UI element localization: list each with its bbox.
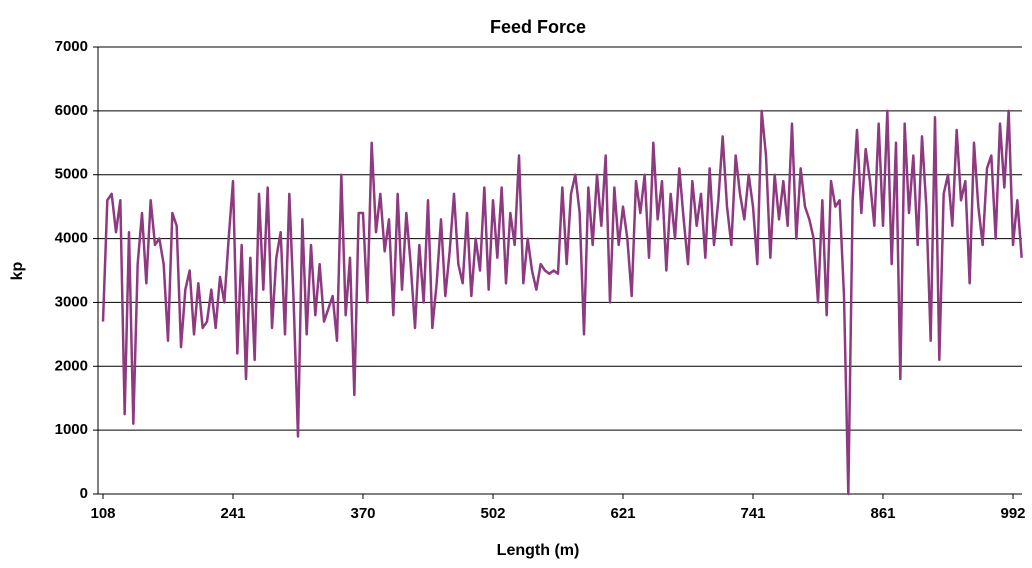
y-tick-label: 6000 xyxy=(55,102,88,119)
x-tick-label: 861 xyxy=(870,505,895,522)
x-tick-label: 621 xyxy=(610,505,635,522)
y-tick-label: 1000 xyxy=(55,421,88,438)
y-tick-label: 3000 xyxy=(55,293,88,310)
y-tick-label: 2000 xyxy=(55,357,88,374)
x-tick-label: 992 xyxy=(1000,505,1025,522)
x-tick-label: 108 xyxy=(90,505,115,522)
y-tick-label: 4000 xyxy=(55,230,88,247)
y-axis-title: kp xyxy=(9,261,26,280)
x-tick-label: 741 xyxy=(740,505,765,522)
x-tick-label: 241 xyxy=(220,505,245,522)
x-axis-title: Length (m) xyxy=(497,542,580,559)
y-tick-label: 0 xyxy=(80,485,88,502)
data-line xyxy=(101,109,1023,496)
chart-title: Feed Force xyxy=(490,17,586,37)
y-tick-label: 7000 xyxy=(55,38,88,55)
y-tick-label: 5000 xyxy=(55,166,88,183)
x-tick-label: 370 xyxy=(350,505,375,522)
x-tick-label: 502 xyxy=(480,505,505,522)
